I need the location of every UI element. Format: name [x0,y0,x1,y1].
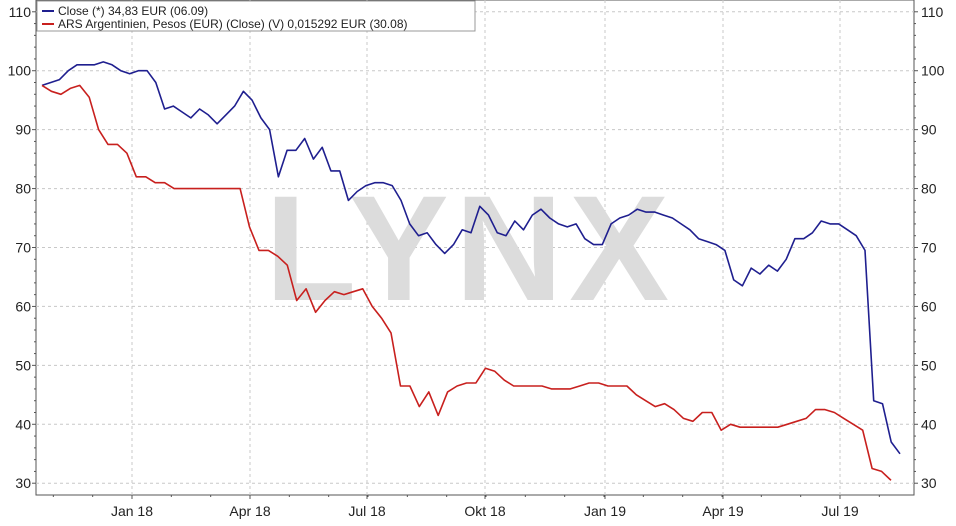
y-tick-label-left-70: 70 [15,240,31,256]
y-tick-label-right-50: 50 [921,357,937,373]
y-tick-label-right-90: 90 [921,122,937,138]
legend-box [36,0,476,32]
y-tick-label-left-30: 30 [15,475,31,491]
x-tick-label-3: Okt 18 [464,503,505,519]
y-tick-label-right-80: 80 [921,181,937,197]
axes: 30 30 40 40 50 50 60 60 70 70 80 80 90 90 100 100 110 110… [8,4,945,519]
legend-label-ars: ARS Argentinien, Pesos (EUR) (Close) (V)… [58,17,407,31]
x-tick-label-2: Jul 18 [348,503,386,519]
y-tick-label-right-30: 30 [921,475,937,491]
y-tick-label-left-90: 90 [15,122,31,138]
legend-label-close: Close (*) 34,83 EUR (06.09) [58,4,208,18]
watermark-logo: LYNX [265,164,675,332]
y-tick-label-left-50: 50 [15,357,31,373]
y-tick-label-right-100: 100 [921,63,945,79]
y-tick-label-left-100: 100 [8,63,32,79]
x-tick-label-6: Jul 19 [821,503,859,519]
y-tick-label-right-60: 60 [921,298,937,314]
series-line-ars [41,84,892,481]
x-tick-label-4: Jan 19 [584,503,626,519]
x-tick-label-1: Apr 18 [229,503,270,519]
y-tick-label-left-60: 60 [15,298,31,314]
x-tick-label-0: Jan 18 [111,503,153,519]
y-tick-label-right-110: 110 [921,4,944,20]
y-tick-label-right-40: 40 [921,416,937,432]
y-tick-label-left-110: 110 [9,4,32,20]
y-tick-label-left-40: 40 [15,416,31,432]
series-lines [41,61,901,481]
legend: Close (*) 34,83 EUR (06.09) ARS Argentin… [36,0,476,32]
y-tick-label-right-70: 70 [921,240,937,256]
y-tick-label-left-80: 80 [15,181,31,197]
series-line-close [41,61,901,455]
x-tick-label-5: Apr 19 [702,503,743,519]
